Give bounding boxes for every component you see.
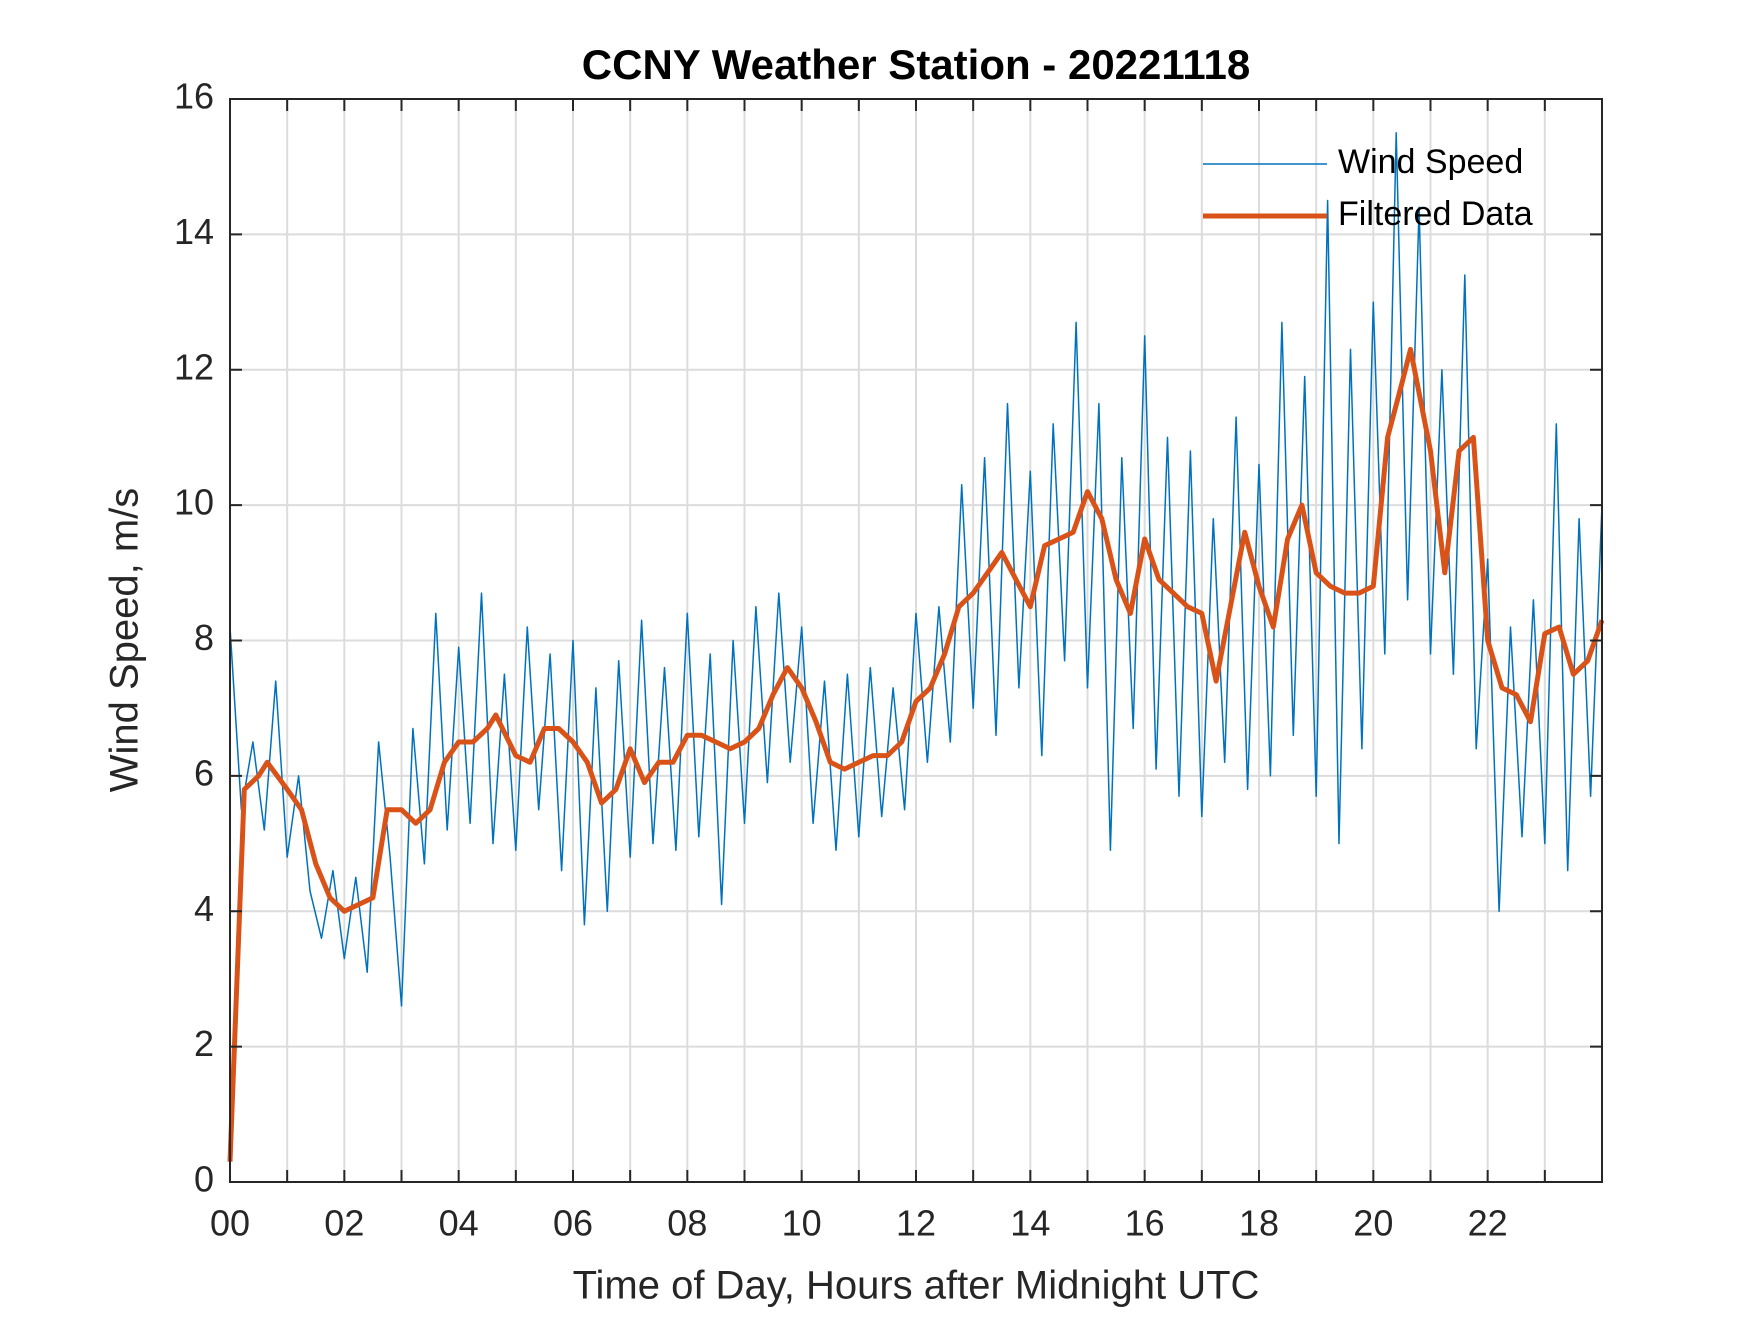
x-tick-label: 06 [553, 1203, 593, 1244]
chart-title: CCNY Weather Station - 20221118 [582, 41, 1250, 88]
y-tick-label: 12 [174, 346, 214, 387]
y-tick-label: 14 [174, 211, 214, 252]
x-axis-label: Time of Day, Hours after Midnight UTC [573, 1264, 1260, 1308]
y-tick-label: 8 [194, 617, 214, 658]
series-line [229, 132, 1603, 1007]
y-tick-label: 16 [174, 76, 214, 117]
y-axis-label: Wind Speed, m/s [103, 488, 147, 793]
x-tick-label: 18 [1239, 1203, 1279, 1244]
x-tick-label: 10 [782, 1203, 822, 1244]
x-tick-label: 00 [210, 1203, 250, 1244]
x-tick-label: 08 [667, 1203, 707, 1244]
legend: Wind Speed Filtered Data [1203, 143, 1533, 233]
x-tick-label: 22 [1468, 1203, 1508, 1244]
legend-label: Wind Speed [1338, 143, 1523, 181]
y-tick-label: 10 [174, 482, 214, 523]
x-tick-label: 16 [1125, 1203, 1165, 1244]
y-tick-label: 0 [194, 1159, 214, 1200]
y-tick-label: 6 [194, 752, 214, 793]
plot-area [227, 132, 1605, 1162]
series-line [227, 346, 1605, 1162]
legend-label: Filtered Data [1338, 195, 1533, 233]
x-tick-label: 12 [896, 1203, 936, 1244]
x-tick-label: 20 [1353, 1203, 1393, 1244]
x-tick-label: 14 [1010, 1203, 1050, 1244]
x-tick-label: 02 [324, 1203, 364, 1244]
y-tick-label: 2 [194, 1023, 214, 1064]
y-tick-label: 4 [194, 888, 214, 929]
grid [229, 98, 1602, 1183]
x-tick-label: 04 [439, 1203, 479, 1244]
